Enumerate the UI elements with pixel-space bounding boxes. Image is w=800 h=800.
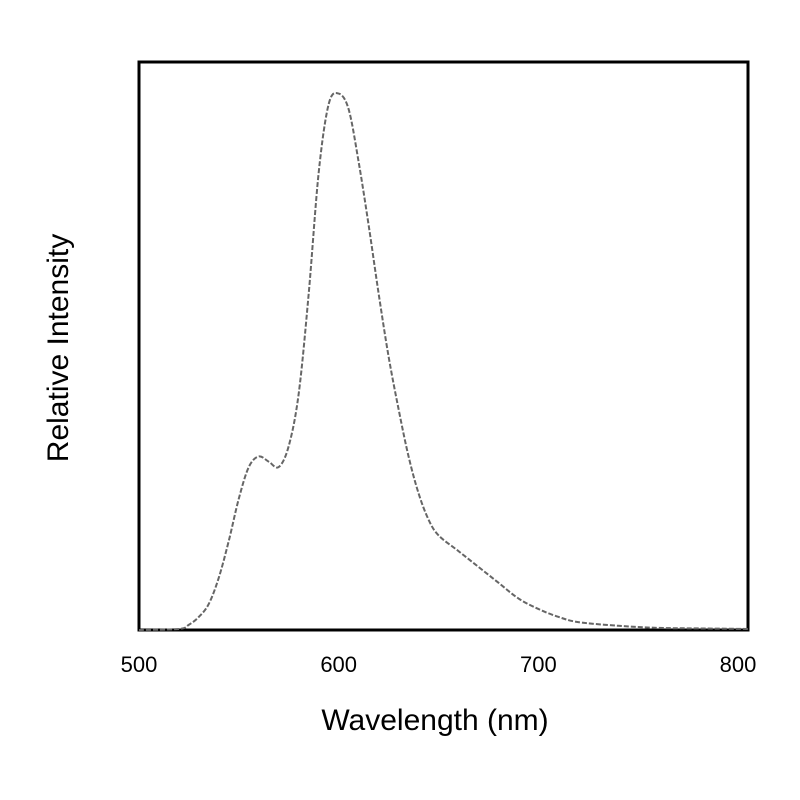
x-tick-label: 500: [121, 652, 158, 677]
x-axis-label: Wavelength (nm): [321, 704, 548, 737]
y-axis-label: Relative Intensity: [42, 234, 75, 462]
x-tick-labels: 500 600 700 800: [121, 652, 757, 677]
x-tick-label: 700: [520, 652, 557, 677]
series-line-spectrum: [138, 91, 749, 631]
plot-frame: [137, 60, 750, 632]
x-tick-label: 800: [720, 652, 757, 677]
x-tick-label: 600: [320, 652, 357, 677]
